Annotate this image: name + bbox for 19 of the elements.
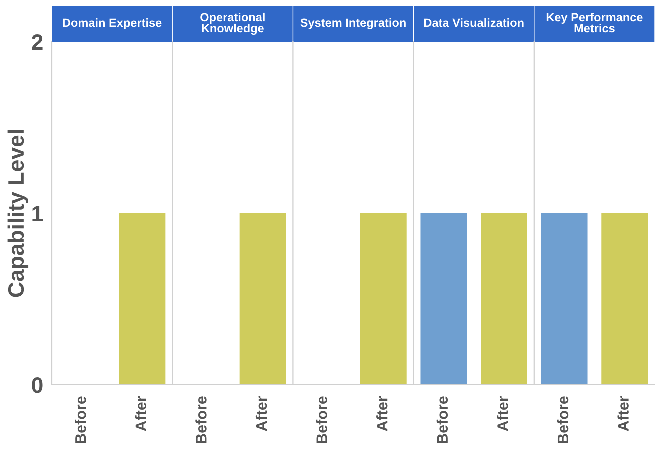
chart-title: Key Performance Metrics [546,12,643,33]
y-tick-label: 0 [32,378,43,394]
x-tick-label: After [618,396,629,432]
x-tick-label: Before [436,396,448,444]
x-tick-label: After [497,396,508,432]
y-tick-label: 2 [32,34,43,50]
x-tick-label: Before [196,396,207,444]
x-tick-label: Before [316,396,328,444]
chart-title: Domain Expertise [63,18,162,30]
x-tick-label: Before [557,396,569,444]
y-tick-label: 1 [32,206,44,222]
y-axis-title: Capability Level [8,130,29,298]
x-tick-label: After [135,396,147,432]
chart-title: System Integration [300,18,406,30]
chart-title: Data Visualization [424,18,524,28]
chart-title: Operational Knowledge [200,12,265,36]
x-tick-label: After [376,396,388,432]
x-tick-label: Before [75,396,86,444]
x-tick-label: After [256,396,268,432]
